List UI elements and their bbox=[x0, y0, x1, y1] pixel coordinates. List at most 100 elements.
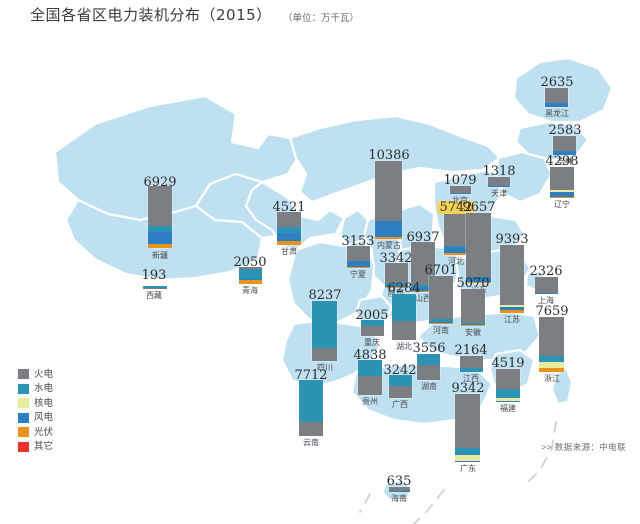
bar-segment-thermal bbox=[466, 213, 491, 278]
bar-segment-thermal bbox=[358, 375, 382, 395]
bar-value-label: 3556 bbox=[412, 341, 446, 356]
bar-segment-solar bbox=[347, 266, 370, 268]
bar-segment-hydro bbox=[417, 354, 440, 365]
province-bar bbox=[429, 276, 453, 324]
province-bar bbox=[535, 277, 558, 294]
province-name-label: 山西 bbox=[415, 294, 431, 303]
bar-segment-thermal bbox=[312, 348, 337, 361]
bar-segment-wind bbox=[455, 460, 480, 462]
bar-value-label: 2164 bbox=[454, 343, 488, 358]
bar-segment-hydro bbox=[411, 284, 435, 287]
bar-segment-wind bbox=[411, 286, 435, 291]
bar-segment-hydro bbox=[392, 294, 416, 321]
stacked-column bbox=[312, 301, 337, 361]
province-name-label: 江西 bbox=[463, 374, 479, 383]
bar-segment-wind bbox=[500, 306, 524, 311]
bar-segment-thermal bbox=[143, 288, 167, 289]
province-name-label: 上海 bbox=[538, 296, 554, 305]
data-source-note: >> 数据来源：中电联 bbox=[541, 442, 626, 452]
bar-segment-hydro bbox=[444, 245, 468, 248]
bar-value-label: 1318 bbox=[482, 164, 516, 179]
bar-segment-solar bbox=[500, 310, 524, 313]
stacked-column bbox=[455, 394, 480, 462]
legend-item-wind: 风电 bbox=[18, 411, 53, 426]
bar-value-label: 7712 bbox=[294, 368, 328, 383]
bar-segment-wind bbox=[550, 191, 574, 198]
bar-value-label: 9657 bbox=[462, 200, 496, 215]
bar-value-label: 3153 bbox=[341, 234, 375, 249]
province-bar bbox=[239, 267, 262, 284]
bar-segment-hydro bbox=[455, 448, 480, 455]
bar-value-label: 4838 bbox=[353, 348, 387, 363]
bar-segment-solar bbox=[375, 237, 402, 239]
bar-segment-hydro bbox=[299, 380, 323, 422]
province-name-label: 湖南 bbox=[421, 382, 437, 391]
bar-segment-thermal bbox=[553, 136, 576, 151]
stacked-column bbox=[143, 286, 167, 289]
bar-segment-thermal bbox=[455, 394, 480, 449]
stacked-column bbox=[539, 317, 564, 372]
bar-segment-solar bbox=[411, 291, 435, 292]
stacked-column bbox=[535, 277, 558, 294]
bar-segment-wind bbox=[239, 279, 262, 281]
bar-segment-thermal bbox=[500, 245, 524, 305]
bar-segment-solar bbox=[429, 323, 453, 324]
bar-segment-hydro bbox=[461, 323, 485, 325]
province-bar bbox=[375, 161, 402, 239]
legend-label: 其它 bbox=[34, 441, 54, 452]
stacked-column bbox=[389, 487, 410, 492]
province-bar bbox=[550, 167, 574, 198]
bar-value-label: 5742 bbox=[437, 200, 475, 215]
bar-segment-wind bbox=[429, 321, 453, 324]
bar-segment-wind bbox=[444, 247, 468, 253]
bar-segment-thermal bbox=[539, 317, 564, 356]
bar-value-label: 9393 bbox=[495, 232, 529, 247]
legend-label: 火电 bbox=[34, 368, 54, 380]
province-name-label: 湖北 bbox=[396, 342, 412, 351]
province-name-label: 河北 bbox=[448, 257, 464, 266]
province-bar bbox=[539, 317, 564, 372]
province-name-label: 河南 bbox=[433, 326, 449, 335]
bar-segment-wind bbox=[385, 285, 408, 287]
stacked-column bbox=[347, 246, 370, 268]
bar-value-label: 2005 bbox=[355, 308, 389, 323]
bar-value-label: 3242 bbox=[383, 363, 417, 378]
province-bar bbox=[389, 375, 412, 398]
bar-segment-solar bbox=[550, 197, 574, 198]
legend-label: 核电 bbox=[34, 397, 54, 409]
bar-segment-hydro bbox=[539, 355, 564, 362]
province-name-label: 辽宁 bbox=[554, 200, 570, 209]
bar-segment-thermal bbox=[450, 186, 471, 194]
bar-segment-thermal bbox=[545, 88, 568, 104]
province-bar bbox=[500, 245, 524, 313]
bar-segment-wind bbox=[545, 103, 568, 107]
stacked-column bbox=[358, 360, 382, 395]
province-name-label: 福建 bbox=[500, 404, 516, 413]
province-bar bbox=[277, 212, 301, 245]
bar-segment-solar bbox=[466, 281, 491, 283]
legend-item-solar: 光伏 bbox=[18, 425, 53, 440]
stacked-column bbox=[500, 245, 524, 313]
bar-value-label: 193 bbox=[141, 268, 167, 283]
stacked-column bbox=[361, 320, 384, 336]
stacked-column bbox=[466, 213, 491, 283]
legend-label: 光伏 bbox=[34, 426, 54, 438]
province-bar bbox=[312, 301, 337, 361]
bar-segment-thermal bbox=[488, 177, 510, 187]
province-name-label: 甘肃 bbox=[281, 247, 297, 256]
stacked-column bbox=[461, 289, 485, 326]
bar-value-label: 1079 bbox=[443, 173, 477, 188]
province-name-label: 广东 bbox=[460, 464, 476, 473]
province-bar bbox=[143, 286, 167, 289]
bar-segment-wind bbox=[277, 233, 301, 242]
province-bar bbox=[392, 294, 416, 340]
stacked-column bbox=[545, 88, 568, 107]
bar-segment-solar bbox=[461, 324, 485, 326]
province-name-label: 新疆 bbox=[152, 251, 168, 260]
legend-swatch-wind bbox=[18, 412, 29, 423]
bar-segment-thermal bbox=[347, 246, 370, 261]
bar-value-label: 3342 bbox=[379, 251, 413, 266]
bar-segment-hydro bbox=[312, 301, 337, 349]
stacked-column bbox=[450, 186, 471, 194]
bar-segment-wind bbox=[488, 186, 510, 187]
